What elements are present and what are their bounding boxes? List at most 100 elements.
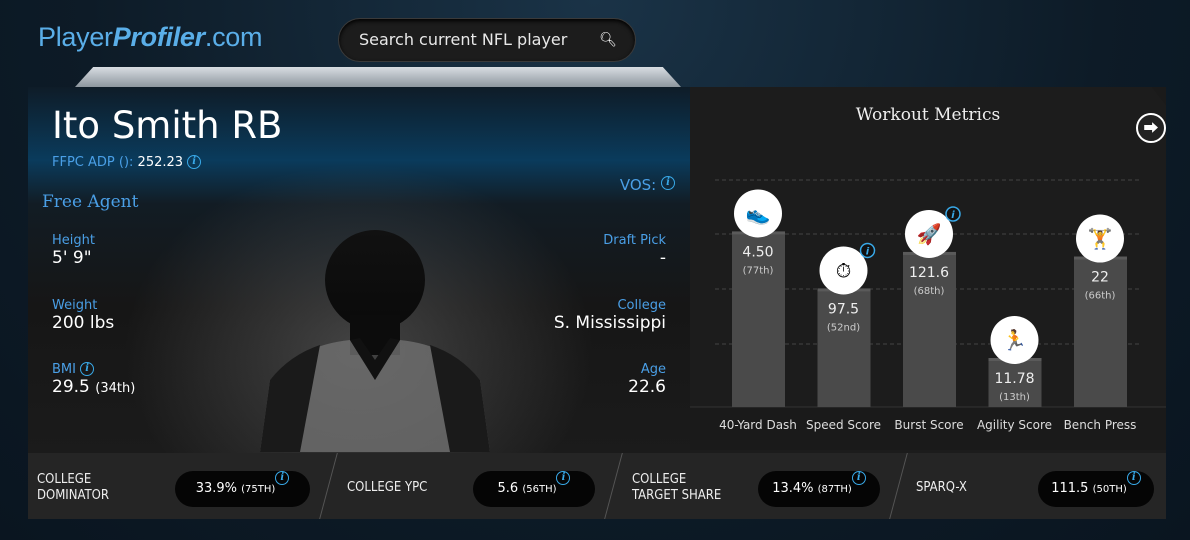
bar-value-label: 121.6 xyxy=(909,265,949,281)
age-value: 22.6 xyxy=(628,377,666,397)
height-label: Height xyxy=(52,233,95,248)
stat-pill: 33.9% (75TH)i xyxy=(175,471,310,507)
bmi-value: 29.5 xyxy=(52,377,90,397)
stat-college-target-share: College Target Share 13.4% (87TH)i xyxy=(613,453,898,519)
weight: Weight 200 lbs xyxy=(52,298,114,333)
info-icon[interactable] xyxy=(945,206,961,222)
info-icon[interactable]: i xyxy=(187,155,202,169)
logo-text: Player xyxy=(38,22,113,52)
bar xyxy=(1074,256,1127,407)
rocket-icon: 🚀 xyxy=(917,222,942,246)
search-placeholder: Search current NFL player xyxy=(359,30,568,49)
college: College S. Mississippi xyxy=(554,298,666,333)
height: Height 5' 9" xyxy=(52,233,95,268)
bar-percentile-label: (52nd) xyxy=(827,322,860,333)
stat-pill: 13.4% (87TH)i xyxy=(758,471,880,507)
workout-chart: 4.50 (77th) 👟 40-Yard Dash 97.5 (52nd) ⏱ i Speed… xyxy=(690,179,1166,450)
bar-value-label: 22 xyxy=(1091,270,1109,286)
bar-percentile-label: (66th) xyxy=(1085,291,1116,302)
category-label: Speed Score xyxy=(806,418,881,432)
bar-percentile-label: (13th) xyxy=(999,392,1030,403)
icon-circle xyxy=(990,316,1039,364)
bar xyxy=(988,358,1042,407)
stat-label: Target Share xyxy=(632,488,722,503)
stat-rank: (87TH) xyxy=(817,484,852,495)
bar-group: 11.78 (13th) 🏃 xyxy=(988,316,1042,407)
stat-college-ypc: College YPC 5.6 (56TH)i xyxy=(328,453,613,519)
bar xyxy=(732,231,785,407)
stat-pill: 111.5 (50TH)i xyxy=(1038,471,1154,507)
info-icon[interactable]: i xyxy=(1126,471,1141,485)
college-label: College xyxy=(617,298,666,313)
workout-title: Workout Metrics xyxy=(855,105,1001,125)
logo-domain: .com xyxy=(204,22,263,52)
info-icon[interactable] xyxy=(859,242,876,259)
category-label: Bench Press xyxy=(1064,418,1137,432)
draft-label: Draft Pick xyxy=(603,233,666,248)
weight-value: 200 lbs xyxy=(52,313,115,333)
bar-group: 121.6 (68th) 🚀 i xyxy=(903,206,961,407)
search-icon[interactable]: 🔍︎ xyxy=(599,32,617,48)
age: Age 22.6 xyxy=(628,362,666,397)
bar-percentile-label: (68th) xyxy=(914,286,945,297)
icon-circle xyxy=(905,209,953,258)
share-icon[interactable]: ⮕ xyxy=(1136,113,1166,143)
stat-label: College YPC xyxy=(347,480,428,495)
adp-value: 252.23 xyxy=(137,155,184,170)
logo-text-bold: Profiler xyxy=(112,22,205,52)
player-silhouette xyxy=(260,230,490,452)
category-label: Burst Score xyxy=(894,418,963,432)
stat-value: 33.9% xyxy=(195,481,237,496)
stat-value: 5.6 xyxy=(497,481,519,496)
bar xyxy=(817,288,871,407)
team-status: Free Agent xyxy=(42,192,139,212)
shoe-icon: 👟 xyxy=(746,201,771,225)
bar-group: 22 (66th) 🏋 xyxy=(1074,214,1127,407)
height-value: 5' 9" xyxy=(52,248,92,268)
stopwatch-icon: ⏱ xyxy=(836,258,852,282)
axis-band xyxy=(690,407,1166,450)
icon-circle xyxy=(734,189,782,238)
logo[interactable]: PlayerProfiler.com xyxy=(38,22,262,53)
college-stats-bar: College Dominator 33.9% (75TH)i College Y… xyxy=(28,453,1166,519)
info-icon-glyph: i xyxy=(951,210,955,221)
bar-value-label: 11.78 xyxy=(994,371,1034,387)
card-tab xyxy=(75,67,681,87)
adp: FFPC ADP (): 252.23 i xyxy=(52,155,202,170)
icon-circle xyxy=(1076,214,1124,263)
stat-college-dominator: College Dominator 33.9% (75TH)i xyxy=(28,453,328,519)
bar xyxy=(903,251,956,407)
info-icon[interactable]: i xyxy=(80,362,95,376)
stat-pill: 5.6 (56TH)i xyxy=(473,471,595,507)
bar-group: 97.5 (52nd) ⏱ i xyxy=(817,242,876,407)
stat-rank: (56TH) xyxy=(522,484,557,495)
vos: VOS: i xyxy=(620,176,675,194)
draft-pick: Draft Pick - xyxy=(603,233,666,268)
search-input[interactable]: Search current NFL player 🔍︎ xyxy=(338,18,636,62)
draft-value: - xyxy=(659,248,666,268)
stat-value: 111.5 xyxy=(1051,481,1089,496)
info-icon[interactable]: i xyxy=(661,176,675,190)
bar-group: 4.50 (77th) 👟 xyxy=(732,189,785,407)
player-name: Ito Smith RB xyxy=(52,104,283,147)
info-icon-glyph: i xyxy=(866,246,870,257)
age-label: Age xyxy=(640,362,666,377)
college-value: S. Mississippi xyxy=(553,313,666,333)
bmi: BMI i 29.5 (34th) xyxy=(52,362,135,397)
stat-label: College xyxy=(632,472,687,487)
barbell-icon: 🏋 xyxy=(1088,227,1113,251)
info-icon[interactable]: i xyxy=(275,471,290,485)
stat-rank: (50TH) xyxy=(1092,484,1127,495)
category-label: Agility Score xyxy=(977,418,1052,432)
icon-circle xyxy=(819,246,868,295)
runner-icon: 🏃 xyxy=(1002,328,1027,352)
info-icon[interactable]: i xyxy=(851,471,866,485)
bar-percentile-label: (77th) xyxy=(743,265,774,276)
stat-label: Dominator xyxy=(37,488,109,503)
adp-label: FFPC ADP (): xyxy=(52,155,134,170)
bar-value-label: 97.5 xyxy=(828,301,859,317)
stat-value: 13.4% xyxy=(772,481,814,496)
weight-label: Weight xyxy=(52,298,98,313)
bmi-label: BMI xyxy=(52,362,76,377)
info-icon[interactable]: i xyxy=(556,471,571,485)
